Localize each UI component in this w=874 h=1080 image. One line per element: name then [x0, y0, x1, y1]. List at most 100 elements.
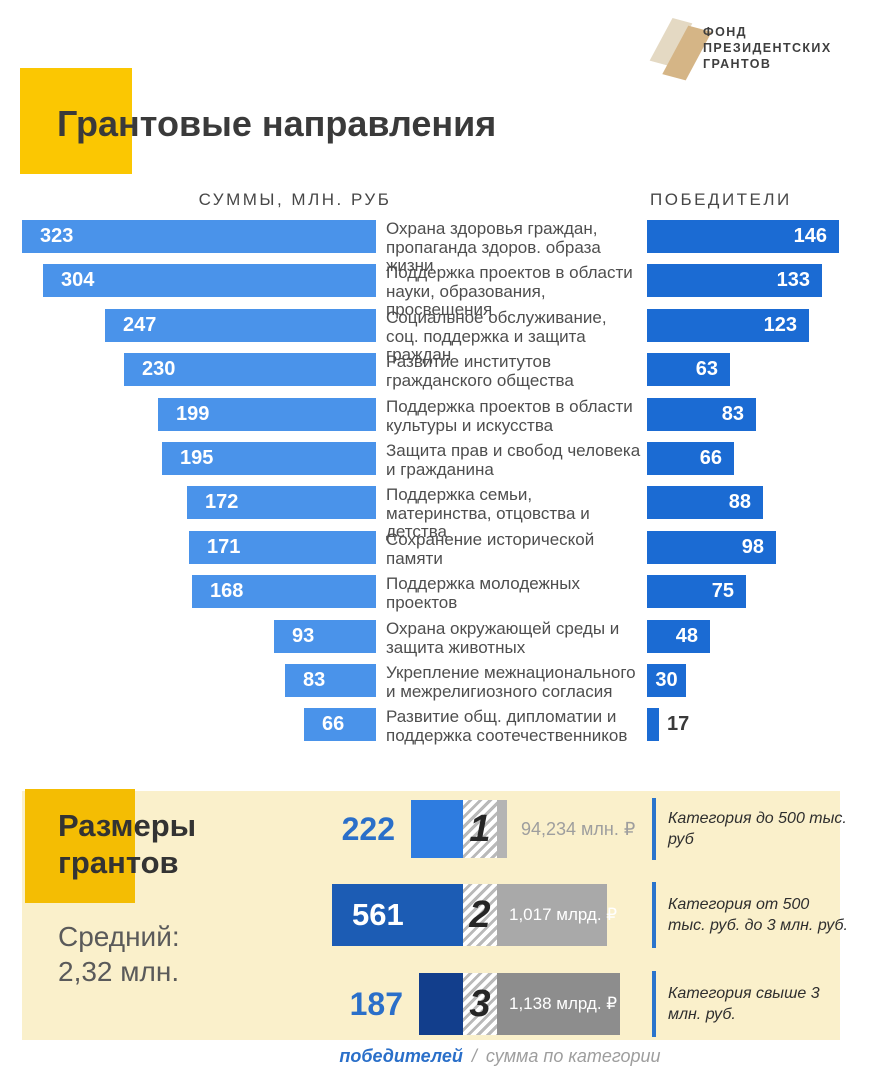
direction-label: Охрана окружающей среды и защита животны…	[386, 619, 620, 657]
sizes-heading: Размеры грантов	[58, 808, 197, 880]
direction-label: Поддержка семьи, материнства, отцовства …	[386, 485, 590, 541]
grant-sizes-panel: Размеры грантов Средний: 2,32 млн. 222 1 9…	[22, 789, 848, 1040]
category-label: Категория от 500 тыс. руб. до 3 млн. руб…	[668, 895, 848, 935]
sum-bar	[497, 800, 507, 858]
sum-bar: 83	[285, 664, 376, 697]
hatch-zone	[463, 973, 497, 1035]
chart-row: 93 Охрана окружающей среды и защита живот…	[0, 619, 874, 656]
winners-column-header: ПОБЕДИТЕЛИ	[650, 190, 792, 209]
direction-label: Социальное обслуживание, соц. поддержка …	[386, 308, 607, 364]
sum-value: 83	[303, 669, 326, 691]
winners-count-bar: 561	[332, 884, 463, 946]
winners-bar: 123	[647, 309, 809, 342]
average-label: Средний:	[58, 921, 180, 952]
winners-count: 187	[349, 986, 403, 1022]
direction-label: Укрепление межнационального и межрелигио…	[386, 663, 636, 701]
chart-row: 172 Поддержка семьи, материнства, отцовст…	[0, 485, 874, 541]
sum-value: 230	[142, 358, 176, 380]
sum-bar: 304	[43, 264, 376, 297]
logo-line-2: ПРЕЗИДЕНТСКИХ	[703, 41, 832, 55]
winners-count-bar	[411, 800, 463, 858]
chart-row: 171 Сохранение исторической памяти 98	[0, 530, 874, 567]
sum-label: 94,234 млн. ₽	[521, 819, 636, 839]
direction-label: Поддержка проектов в области культуры и …	[386, 397, 633, 435]
sum-bar: 171	[189, 531, 376, 564]
winners-bar: 63	[647, 353, 730, 386]
legend-sum: сумма по категории	[485, 1046, 661, 1066]
chart-row: 66 Развитие общ. дипломатии и поддержка с…	[0, 707, 874, 744]
sum-value: 172	[205, 491, 239, 513]
winners-value: 17	[667, 713, 690, 735]
winners-bar	[647, 708, 659, 741]
sum-value: 93	[292, 625, 315, 647]
sum-value: 171	[207, 536, 241, 558]
sum-value: 304	[61, 269, 95, 291]
sum-bar: 168	[192, 575, 376, 608]
logo-line-3: ГРАНТОВ	[703, 57, 772, 71]
sum-bar: 1,138 млрд. ₽	[497, 973, 620, 1035]
chart-row: 83 Укрепление межнационального и межрелиг…	[0, 663, 874, 700]
winners-bar: 133	[647, 264, 822, 297]
sizes-accent-square	[25, 789, 135, 903]
sum-value: 247	[123, 314, 157, 336]
legend-winners: победителей	[339, 1046, 463, 1066]
winners-bar: 48	[647, 620, 710, 653]
sum-bar: 66	[304, 708, 376, 741]
chart-row: 247 Социальное обслуживание, соц. поддерж…	[0, 308, 874, 364]
winners-bar: 88	[647, 486, 763, 519]
chart-row: 230 Развитие институтов гражданского обще…	[0, 352, 874, 389]
average-grant: Средний: 2,32 млн.	[58, 919, 180, 989]
winners-count: 222	[341, 811, 395, 847]
category-label: Категория до 500 тыс. руб	[668, 809, 847, 849]
category-divider	[652, 971, 656, 1037]
category-divider	[652, 882, 656, 948]
winners-bar: 98	[647, 531, 776, 564]
sum-bar: 199	[158, 398, 376, 431]
sum-value: 168	[210, 580, 244, 602]
chart-row: 195 Защита прав и свобод человека и гражд…	[0, 441, 874, 478]
sums-column-header: СУММЫ, МЛН. РУБ	[198, 190, 392, 209]
winners-bar: 66	[647, 442, 734, 475]
fund-logo-text: ФОНД ПРЕЗИДЕНТСКИХ ГРАНТОВ	[703, 24, 832, 72]
chart-row: 323 Охрана здоровья граждан, пропаганда з…	[0, 219, 874, 275]
chart-legend: победителей / сумма по категории	[260, 1046, 740, 1067]
sum-bar: 323	[22, 220, 376, 253]
sum-bar: 230	[124, 353, 376, 386]
sum-value: 66	[322, 713, 345, 735]
grant-directions-chart: 323 Охрана здоровья граждан, пропаганда з…	[0, 219, 874, 765]
logo-line-1: ФОНД	[703, 25, 747, 39]
sum-bar: 1,017 млрд. ₽	[497, 884, 617, 946]
hatch-zone	[463, 800, 497, 858]
direction-label: Поддержка проектов в области науки, обра…	[386, 263, 633, 319]
category-label: Категория свыше 3 млн. руб.	[668, 984, 820, 1024]
winners-count-bar	[419, 973, 463, 1035]
title-accent-square	[20, 68, 132, 174]
sum-bar: 195	[162, 442, 376, 475]
direction-label: Сохранение исторической памяти	[386, 530, 595, 568]
sum-bar: 93	[274, 620, 376, 653]
chart-row: 168 Поддержка молодежных проектов 75	[0, 574, 874, 611]
average-value: 2,32 млн.	[58, 956, 180, 987]
winners-bar: 83	[647, 398, 756, 431]
category-rank: 2	[469, 894, 491, 936]
direction-label: Развитие институтов гражданского обществ…	[386, 352, 574, 390]
sum-bar: 247	[105, 309, 376, 342]
sum-value: 195	[180, 447, 214, 469]
grant-size-row: 561 2 1,017 млрд. ₽ Категория от 500 тыс. р…	[22, 882, 848, 948]
direction-label: Защита прав и свобод человека и граждани…	[386, 441, 641, 479]
winners-bar: 146	[647, 220, 839, 253]
grant-size-row: 187 3 1,138 млрд. ₽ Категория свыше 3 млн. …	[22, 971, 840, 1037]
grant-size-row: 222 1 94,234 млн. ₽ Категория до 500 тыс. р…	[22, 798, 847, 860]
chart-row: 199 Поддержка проектов в области культуры…	[0, 397, 874, 434]
sum-bar: 172	[187, 486, 376, 519]
winners-bar: 30	[647, 664, 686, 697]
sum-value: 199	[176, 403, 210, 425]
direction-label: Развитие общ. дипломатии и поддержка соо…	[386, 707, 628, 745]
sum-value: 323	[40, 225, 74, 247]
category-rank: 3	[469, 983, 491, 1025]
direction-label: Охрана здоровья граждан, пропаганда здор…	[386, 219, 601, 275]
direction-label: Поддержка молодежных проектов	[386, 574, 581, 612]
category-divider	[652, 798, 656, 860]
winners-bar: 75	[647, 575, 746, 608]
